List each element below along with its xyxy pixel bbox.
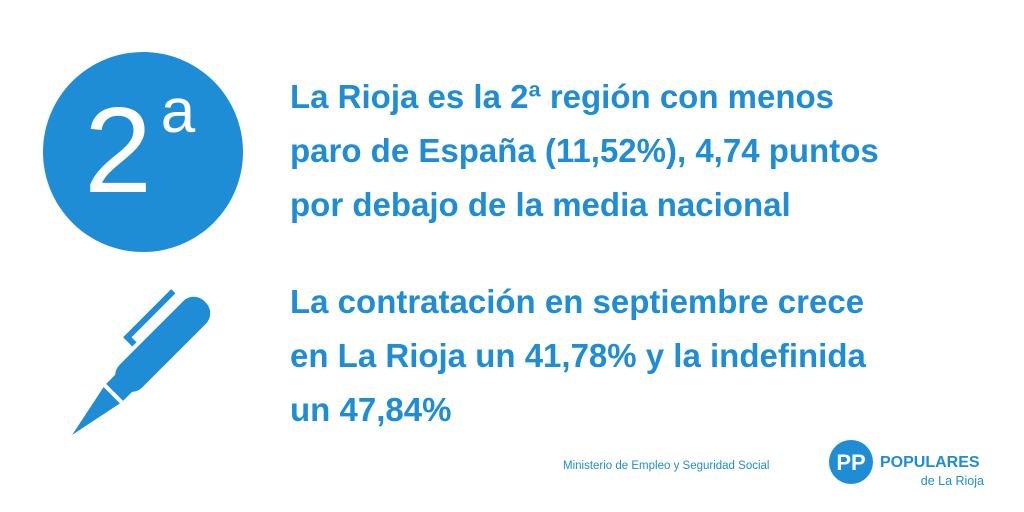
logo-region: de La Rioja	[921, 474, 984, 488]
badge-suffix: a	[161, 77, 196, 146]
paragraph-line: por debajo de la media nacional	[290, 186, 791, 223]
paragraph-line: un 47,84%	[290, 391, 451, 428]
logo-name: POPULARES	[880, 454, 980, 471]
logo-mark: PP	[836, 450, 865, 475]
paragraph-line: La Rioja es la 2ª región con menos	[290, 78, 834, 115]
paragraph-line: en La Rioja un 41,78% y la indefinida	[290, 337, 866, 374]
paragraph-line: La contratación en septiembre crece	[290, 283, 864, 320]
source: Ministerio de Empleo y Seguridad Social	[563, 460, 769, 472]
logo-circle	[829, 440, 873, 484]
pen-icon	[72, 289, 211, 435]
paragraph-line: paro de España (11,52%), 4,74 puntos	[290, 132, 879, 169]
badge-circle	[43, 52, 243, 252]
badge-number: 2	[84, 82, 152, 218]
